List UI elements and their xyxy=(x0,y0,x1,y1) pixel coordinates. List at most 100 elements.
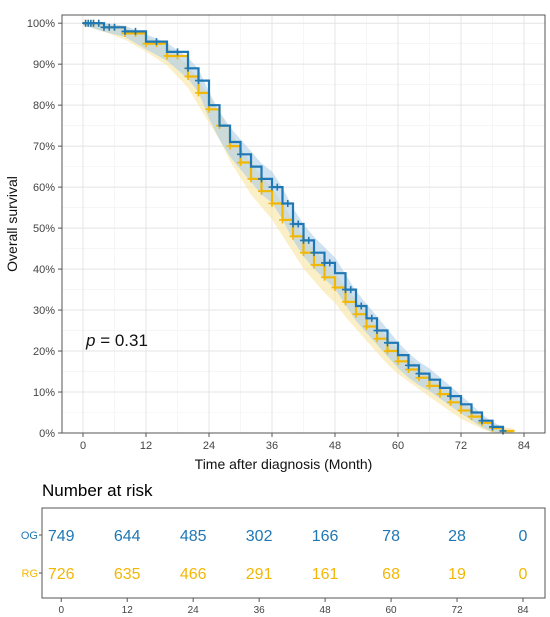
censor-mark-rg xyxy=(394,357,402,365)
censor-mark-rg xyxy=(226,142,234,150)
risk-count-og: 644 xyxy=(114,528,141,545)
censor-mark-rg xyxy=(331,284,339,292)
censor-mark-rg xyxy=(247,175,255,183)
x-tick-label: 72 xyxy=(455,440,467,452)
risk-table-title: Number at risk xyxy=(42,481,153,500)
risk-row-label-og: OG xyxy=(21,530,38,542)
y-tick-label: 60% xyxy=(33,182,55,194)
censor-mark-og xyxy=(326,259,334,267)
risk-count-rg: 19 xyxy=(448,566,466,583)
censor-mark-og xyxy=(447,392,454,400)
censor-mark-rg xyxy=(363,322,370,330)
y-tick-label: 100% xyxy=(27,18,55,30)
risk-count-rg: 68 xyxy=(382,566,400,583)
risk-count-og: 78 xyxy=(382,528,400,545)
x-tick-label: 48 xyxy=(329,440,341,452)
censor-mark-og xyxy=(347,286,355,294)
censor-mark-og xyxy=(237,150,244,158)
risk-x-tick-label: 36 xyxy=(254,605,266,616)
censor-mark-rg xyxy=(468,413,475,421)
y-axis-title: Overall survival xyxy=(4,176,20,272)
x-axis-title: Time after diagnosis (Month) xyxy=(195,456,373,472)
p-value-prefix: p xyxy=(85,331,100,350)
risk-table-panel xyxy=(41,507,546,599)
censor-mark-og xyxy=(153,38,160,46)
censor-mark-og xyxy=(273,183,281,191)
y-tick-label: 20% xyxy=(33,346,55,358)
x-tick-label: 60 xyxy=(392,440,404,452)
y-tick-label: 30% xyxy=(33,305,55,317)
censor-mark-og xyxy=(357,302,365,310)
risk-count-og: 166 xyxy=(312,528,339,545)
risk-count-rg: 291 xyxy=(246,566,273,583)
censor-mark-og xyxy=(368,314,376,322)
censor-mark-rg xyxy=(163,52,171,60)
censor-mark-rg xyxy=(321,273,328,281)
risk-x-tick-label: 84 xyxy=(517,605,529,616)
risk-count-rg: 635 xyxy=(114,566,141,583)
x-tick-label: 24 xyxy=(203,440,215,452)
plot-border xyxy=(61,14,546,434)
risk-x-tick-label: 0 xyxy=(58,605,64,616)
censor-mark-rg xyxy=(384,347,391,355)
risk-count-og: 302 xyxy=(246,528,273,545)
risk-count-og: 28 xyxy=(448,528,466,545)
x-tick-label: 36 xyxy=(266,440,278,452)
censor-mark-rg xyxy=(426,382,433,390)
censor-mark-og xyxy=(415,370,423,378)
y-tick-label: 10% xyxy=(33,387,55,399)
censor-mark-og xyxy=(284,200,292,208)
risk-row-label-rg: RG xyxy=(22,568,39,580)
y-tick-label: 80% xyxy=(33,100,55,112)
risk-count-og: 0 xyxy=(519,528,528,545)
y-tick-label: 50% xyxy=(33,223,55,235)
censor-mark-rg xyxy=(237,159,244,167)
censor-mark-og xyxy=(405,361,412,369)
censor-mark-og xyxy=(95,19,103,27)
risk-x-tick-label: 48 xyxy=(320,605,332,616)
censor-mark-og xyxy=(478,417,486,425)
risk-x-tick-label: 60 xyxy=(386,605,398,616)
censor-mark-rg xyxy=(289,232,297,240)
censor-mark-og xyxy=(294,220,302,228)
censor-mark-og xyxy=(258,175,265,183)
risk-count-rg: 466 xyxy=(180,566,207,583)
x-tick-label: 12 xyxy=(140,440,152,452)
censor-mark-rg xyxy=(268,200,276,208)
censor-mark-og xyxy=(174,48,181,56)
p-value-text: = 0.31 xyxy=(100,331,148,350)
risk-count-rg: 726 xyxy=(48,566,75,583)
censor-mark-og xyxy=(132,27,139,35)
x-tick-label: 0 xyxy=(80,440,86,452)
y-tick-label: 90% xyxy=(33,59,55,71)
risk-count-rg: 161 xyxy=(312,566,339,583)
risk-count-og: 485 xyxy=(180,528,207,545)
censor-mark-og xyxy=(384,339,391,347)
risk-x-tick-label: 24 xyxy=(188,605,200,616)
censor-mark-rg xyxy=(342,298,349,306)
risk-x-tick-label: 12 xyxy=(122,605,134,616)
risk-x-tick-label: 72 xyxy=(451,605,463,616)
censor-mark-og xyxy=(305,236,313,244)
censor-mark-og xyxy=(373,327,381,335)
censor-mark-rg xyxy=(300,249,307,257)
censor-mark-og xyxy=(121,27,129,35)
censor-mark-rg xyxy=(310,261,318,269)
p-value-annotation: p = 0.31 xyxy=(85,331,148,350)
y-tick-label: 40% xyxy=(33,264,55,276)
risk-count-og: 749 xyxy=(48,528,75,545)
y-tick-label: 0% xyxy=(39,428,55,440)
x-tick-label: 84 xyxy=(518,440,530,452)
censor-mark-rg xyxy=(352,310,360,318)
censor-mark-og xyxy=(111,23,118,31)
censor-mark-og xyxy=(310,249,318,257)
censor-mark-rg xyxy=(373,335,381,343)
censor-mark-rg xyxy=(447,398,454,406)
censor-mark-rg xyxy=(205,105,213,113)
y-tick-label: 70% xyxy=(33,141,55,153)
censor-mark-rg xyxy=(279,216,286,224)
survival-curve-og xyxy=(83,22,505,431)
risk-count-rg: 0 xyxy=(519,566,528,583)
censor-mark-rg xyxy=(195,89,202,97)
